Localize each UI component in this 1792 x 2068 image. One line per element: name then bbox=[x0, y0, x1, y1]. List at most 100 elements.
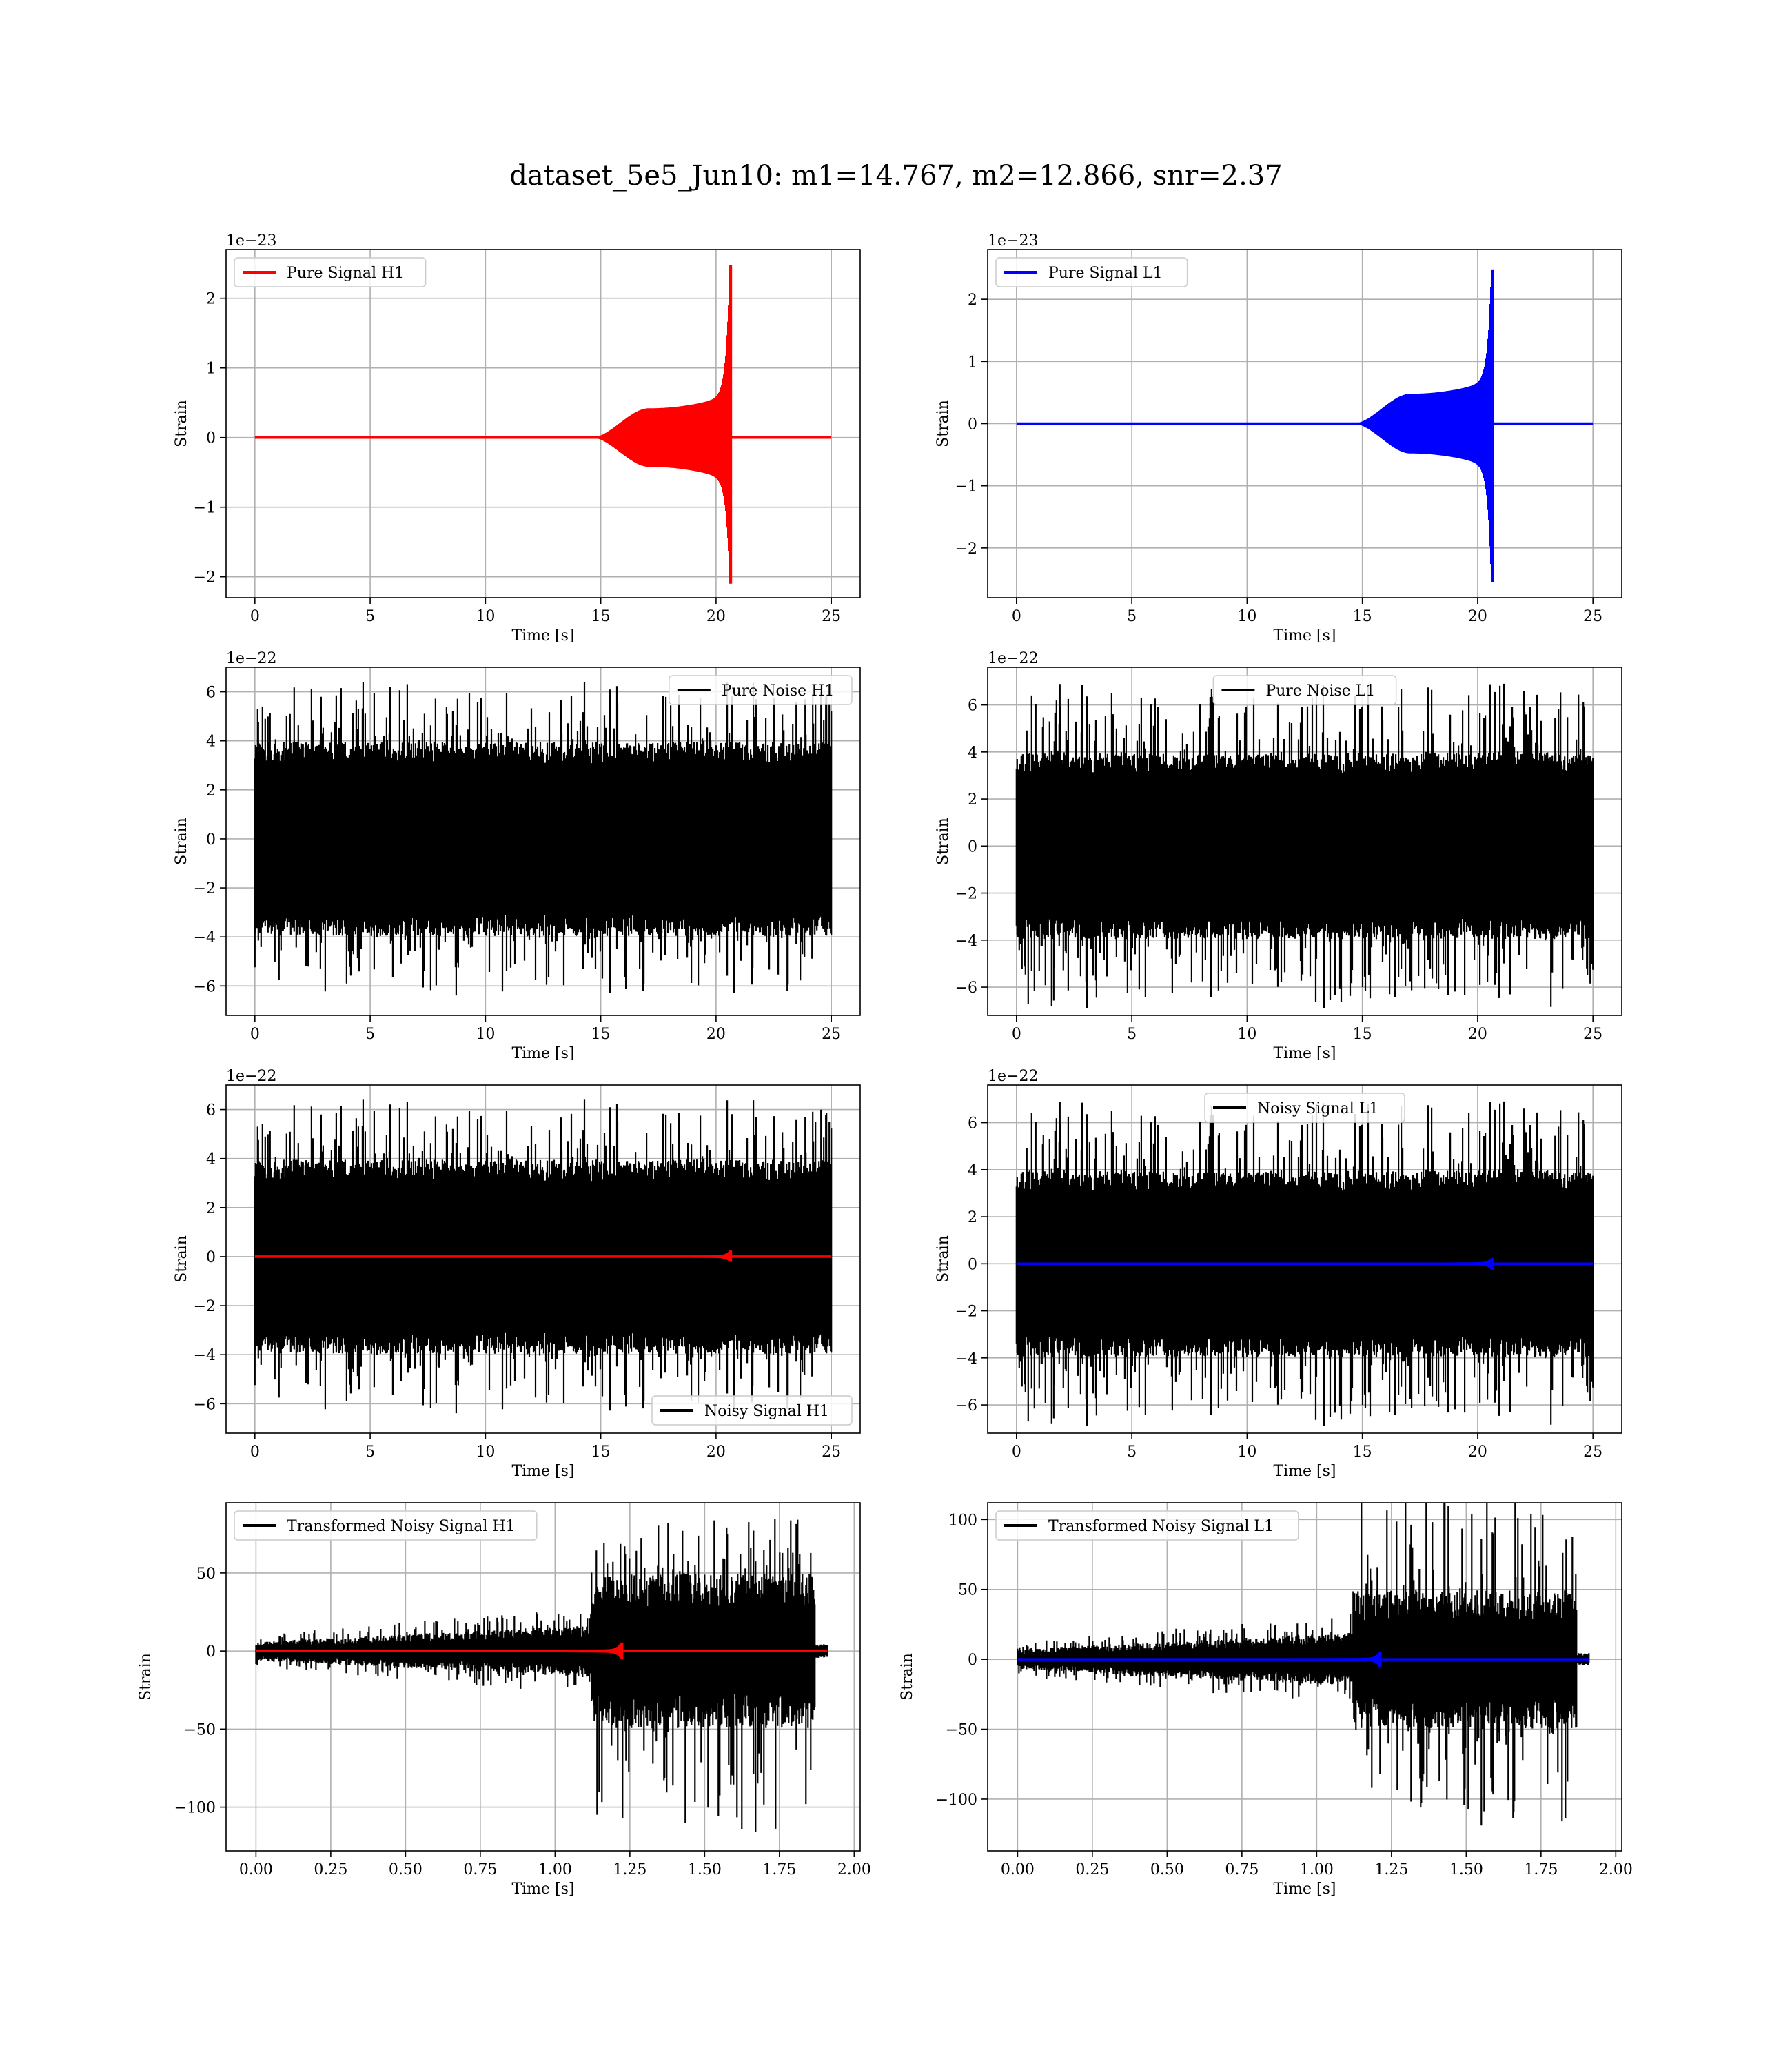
series-line-noise-0 bbox=[1015, 683, 1594, 1008]
x-tick-label: 10 bbox=[476, 1443, 495, 1461]
x-tick-label: 20 bbox=[706, 608, 726, 625]
x-tick-label: 1.25 bbox=[613, 1861, 646, 1878]
y-axis-label: Strain bbox=[935, 1235, 952, 1283]
y-tick-label: 2 bbox=[968, 1209, 977, 1226]
y-tick-label: 0 bbox=[968, 1256, 977, 1273]
subplot-pure-noise-h1: 0 5 10 15 20 25 −6 −4 −2 0 2 4 6 1e−22 Time [s] Strain P… bbox=[173, 650, 861, 1062]
x-tick-label: 25 bbox=[822, 1443, 841, 1461]
x-tick-label: 15 bbox=[591, 1026, 611, 1043]
plot-area bbox=[254, 1099, 833, 1414]
x-tick-label: 10 bbox=[1237, 1443, 1256, 1461]
y-tick-label: 0 bbox=[206, 430, 216, 447]
legend-box bbox=[651, 1395, 853, 1426]
y-tick-label: 2 bbox=[968, 791, 977, 809]
legend-label: Pure Signal L1 bbox=[1048, 265, 1163, 282]
plot-area bbox=[1017, 1503, 1590, 1826]
y-tick-label: −1 bbox=[194, 500, 216, 517]
legend: Pure Signal H1 bbox=[234, 257, 427, 287]
x-axis-label: Time [s] bbox=[511, 627, 574, 645]
y-axis-label: Strain bbox=[173, 818, 190, 865]
x-tick-label: 10 bbox=[476, 1026, 495, 1043]
x-tick-label: 5 bbox=[365, 608, 375, 625]
y-axis-label: Strain bbox=[935, 400, 952, 447]
subplot-noisy-signal-l1: 0 5 10 15 20 25 −6 −4 −2 0 2 4 6 1e−22 Time [s] Strain N… bbox=[935, 1068, 1622, 1480]
y-tick-label: −2 bbox=[955, 1304, 977, 1321]
subplot-transformed-noisy-signal-l1: 0.00 0.25 0.50 0.75 1.00 1.25 1.50 1.75 2.00 −100… bbox=[899, 1502, 1633, 1898]
legend: Noisy Signal H1 bbox=[651, 1395, 853, 1426]
y-offset-text: 1e−23 bbox=[988, 232, 1038, 250]
y-tick-label: 4 bbox=[206, 733, 216, 751]
y-offset-text: 1e−22 bbox=[226, 650, 276, 667]
x-axis-label: Time [s] bbox=[511, 1045, 574, 1062]
plot-area bbox=[1016, 269, 1594, 582]
x-tick-label: 15 bbox=[591, 1443, 611, 1461]
y-tick-label: 50 bbox=[958, 1582, 977, 1599]
y-tick-label: −6 bbox=[955, 980, 977, 997]
y-tick-label: −50 bbox=[184, 1721, 216, 1738]
y-tick-label: 1 bbox=[968, 354, 977, 371]
legend-box bbox=[234, 257, 427, 287]
subplot-transformed-noisy-signal-h1: 0.00 0.25 0.50 0.75 1.00 1.25 1.50 1.75 2.00 −100… bbox=[137, 1502, 871, 1898]
x-tick-label: 25 bbox=[1583, 608, 1602, 625]
legend-label: Noisy Signal H1 bbox=[704, 1403, 829, 1420]
legend: Transformed Noisy Signal H1 bbox=[234, 1510, 538, 1541]
y-tick-label: 4 bbox=[968, 744, 977, 762]
legend-label: Transformed Noisy Signal H1 bbox=[287, 1518, 516, 1535]
y-tick-label: −4 bbox=[955, 1350, 977, 1368]
x-tick-label: 25 bbox=[1583, 1026, 1602, 1043]
x-tick-label: 0 bbox=[1012, 1443, 1021, 1461]
y-axis-label: Strain bbox=[137, 1653, 154, 1701]
x-tick-label: 5 bbox=[365, 1026, 375, 1043]
axes-frame bbox=[225, 249, 861, 598]
x-tick-label: 1.25 bbox=[1374, 1861, 1408, 1878]
y-tick-label: 4 bbox=[206, 1151, 216, 1168]
plot-area bbox=[254, 682, 833, 996]
x-tick-label: 15 bbox=[1353, 1443, 1372, 1461]
y-tick-label: −4 bbox=[194, 929, 216, 946]
x-tick-label: 0 bbox=[250, 1026, 260, 1043]
y-axis-label: Strain bbox=[173, 400, 190, 447]
x-tick-label: 10 bbox=[1237, 1026, 1256, 1043]
x-tick-label: 20 bbox=[1468, 608, 1487, 625]
y-axis-label: Strain bbox=[173, 1235, 190, 1283]
x-tick-label: 10 bbox=[476, 608, 495, 625]
x-tick-label: 1.00 bbox=[1300, 1861, 1334, 1878]
y-tick-label: 100 bbox=[948, 1512, 977, 1529]
x-axis-label: Time [s] bbox=[1273, 1881, 1336, 1898]
x-tick-label: 2.00 bbox=[1599, 1861, 1633, 1878]
legend: Noisy Signal L1 bbox=[1204, 1093, 1405, 1123]
series-line-chirp-1 bbox=[593, 1250, 733, 1262]
y-tick-label: 0 bbox=[968, 1652, 977, 1669]
y-tick-label: −100 bbox=[936, 1792, 977, 1809]
x-tick-label: 0.50 bbox=[389, 1861, 422, 1878]
x-tick-label: 5 bbox=[1127, 1443, 1137, 1461]
plot-area bbox=[254, 265, 832, 584]
y-tick-label: 2 bbox=[968, 292, 977, 309]
axes-frame bbox=[987, 667, 1622, 1016]
x-tick-label: 5 bbox=[1127, 608, 1137, 625]
legend-label: Transformed Noisy Signal L1 bbox=[1048, 1518, 1274, 1535]
subplot-pure-noise-l1: 0 5 10 15 20 25 −6 −4 −2 0 2 4 6 1e−22 Time [s] Strain P… bbox=[935, 650, 1622, 1062]
y-tick-label: 0 bbox=[968, 416, 977, 434]
legend-label: Pure Signal H1 bbox=[287, 265, 404, 282]
x-tick-label: 25 bbox=[1583, 1443, 1602, 1461]
x-tick-label: 20 bbox=[706, 1026, 726, 1043]
x-tick-label: 0.75 bbox=[463, 1861, 497, 1878]
y-tick-label: 6 bbox=[206, 685, 216, 702]
x-tick-label: 0 bbox=[1012, 608, 1021, 625]
y-tick-label: 50 bbox=[196, 1565, 216, 1583]
plot-area bbox=[255, 1519, 828, 1832]
x-tick-label: 1.00 bbox=[538, 1861, 572, 1878]
y-tick-label: −4 bbox=[955, 933, 977, 950]
axes-frame bbox=[225, 667, 861, 1016]
y-tick-label: 6 bbox=[968, 698, 977, 715]
x-tick-label: 0.00 bbox=[1001, 1861, 1035, 1878]
x-tick-label: 15 bbox=[1353, 608, 1372, 625]
x-tick-label: 1.50 bbox=[688, 1861, 722, 1878]
plot-area bbox=[1015, 1101, 1594, 1426]
y-tick-label: 2 bbox=[206, 291, 216, 308]
y-axis-label: Strain bbox=[935, 818, 952, 865]
legend-box bbox=[995, 257, 1188, 287]
y-tick-label: −1 bbox=[955, 478, 977, 496]
y-axis-label: Strain bbox=[899, 1653, 916, 1701]
